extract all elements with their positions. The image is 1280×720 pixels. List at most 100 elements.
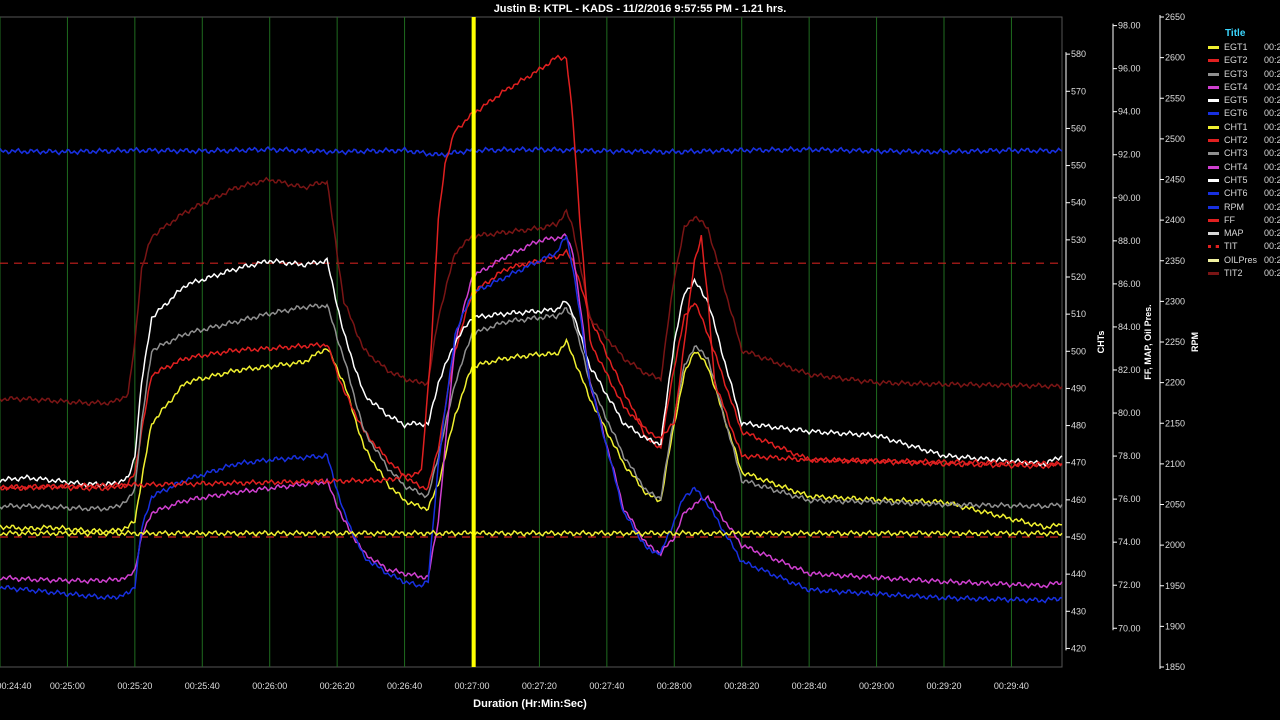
rpm-tick-label: 2500 <box>1165 134 1185 144</box>
legend-item-egt3[interactable]: EGT3 00:2 <box>1205 68 1280 81</box>
ff-tick-label: 96.00 <box>1118 64 1141 74</box>
x-tick-label: 00:27:40 <box>589 681 624 691</box>
legend-item-cht1[interactable]: CHT1 00:2 <box>1205 121 1280 134</box>
ff-tick-label: 92.00 <box>1118 150 1141 160</box>
ff-tick-label: 86.00 <box>1118 279 1141 289</box>
legend-item-cht5[interactable]: CHT5 00:2 <box>1205 174 1280 187</box>
rpm-tick-label: 2450 <box>1165 175 1185 185</box>
x-tick-label: 00:29:00 <box>859 681 894 691</box>
legend-item-cht3[interactable]: CHT3 00:2 <box>1205 147 1280 160</box>
legend-value: 00:2 <box>1264 254 1280 265</box>
legend-label: MAP <box>1224 228 1244 239</box>
rpm-tick-label: 2400 <box>1165 215 1185 225</box>
legend-value: 00:2 <box>1264 228 1280 239</box>
cht-tick-label: 580 <box>1071 49 1086 59</box>
x-tick-label: 00:28:00 <box>657 681 692 691</box>
rpm-tick-label: 2650 <box>1165 12 1185 22</box>
x-tick-label: 00:27:20 <box>522 681 557 691</box>
legend-label: CHT1 <box>1224 121 1248 132</box>
legend-title: Title <box>1225 28 1246 39</box>
legend-item-egt6[interactable]: EGT6 00:2 <box>1205 107 1280 120</box>
rpm-tick-label: 2150 <box>1165 418 1185 428</box>
legend-item-ff[interactable]: FF 00:2 <box>1205 214 1280 227</box>
legend-value: 00:2 <box>1264 55 1280 66</box>
rpm-tick-label: 2550 <box>1165 93 1185 103</box>
ff-tick-label: 88.00 <box>1118 236 1141 246</box>
cht-tick-label: 540 <box>1071 198 1086 208</box>
cht-tick-label: 490 <box>1071 383 1086 393</box>
rpm-tick-label: 2000 <box>1165 540 1185 550</box>
cht-tick-label: 460 <box>1071 495 1086 505</box>
rpm-tick-label: 1950 <box>1165 581 1185 591</box>
legend-label: TIT <box>1224 241 1238 252</box>
legend-value: 00:2 <box>1264 161 1280 172</box>
ff-tick-label: 72.00 <box>1118 580 1141 590</box>
legend-item-egt1[interactable]: EGT1 00:2 <box>1205 41 1280 54</box>
legend-swatch <box>1208 99 1219 103</box>
x-tick-label: 00:25:40 <box>185 681 220 691</box>
legend-label: TIT2 <box>1224 268 1243 279</box>
legend-swatch <box>1208 85 1219 89</box>
x-tick-label: 00:26:20 <box>320 681 355 691</box>
rpm-tick-label: 1900 <box>1165 621 1185 631</box>
cht-tick-label: 550 <box>1071 161 1086 171</box>
cht-tick-label: 500 <box>1071 346 1086 356</box>
legend-item-cht4[interactable]: CHT4 00:2 <box>1205 161 1280 174</box>
legend-item-tit2[interactable]: TIT2 00:2 <box>1205 267 1280 280</box>
ff-tick-label: 90.00 <box>1118 193 1141 203</box>
cht-axis-title: CHTs <box>1096 331 1106 354</box>
legend-item-map[interactable]: MAP 00:2 <box>1205 227 1280 240</box>
series-line-egt3 <box>0 303 1063 513</box>
x-tick-label: 00:25:00 <box>50 681 85 691</box>
legend-label: CHT6 <box>1224 188 1248 199</box>
rpm-tick-label: 2050 <box>1165 500 1185 510</box>
legend-swatch <box>1208 112 1219 116</box>
legend-swatch <box>1208 272 1219 276</box>
series-line-tit2 <box>0 176 1063 407</box>
x-tick-label: 00:24:40 <box>0 681 32 691</box>
series-line-rpm <box>0 145 1063 159</box>
legend-swatch <box>1208 205 1219 209</box>
legend-item-rpm[interactable]: RPM 00:2 <box>1205 201 1280 214</box>
legend-swatch <box>1208 152 1219 156</box>
legend-label: CHT4 <box>1224 161 1248 172</box>
legend-swatch <box>1208 72 1219 76</box>
legend-label: EGT2 <box>1224 55 1248 66</box>
legend-label: EGT3 <box>1224 68 1248 79</box>
legend-value: 00:2 <box>1264 201 1280 212</box>
cht-tick-label: 510 <box>1071 309 1086 319</box>
legend-item-cht6[interactable]: CHT6 00:2 <box>1205 187 1280 200</box>
cht-tick-label: 530 <box>1071 235 1086 245</box>
legend-item-egt5[interactable]: EGT5 00:2 <box>1205 94 1280 107</box>
legend-label: CHT3 <box>1224 148 1248 159</box>
legend-item-oilpres[interactable]: OILPres 00:2 <box>1205 254 1280 267</box>
legend-label: EGT1 <box>1224 42 1248 52</box>
legend: Title EGT1 00:2 EGT2 00:2 EGT3 00:2 EGT4 00:2 EG… <box>1205 28 1280 280</box>
series-line-egt1 <box>0 337 1063 535</box>
legend-swatch <box>1208 139 1219 143</box>
ff-tick-label: 84.00 <box>1118 322 1141 332</box>
legend-swatch <box>1208 232 1219 236</box>
legend-value: 00:2 <box>1264 108 1280 119</box>
legend-item-egt2[interactable]: EGT2 00:2 <box>1205 54 1280 67</box>
legend-swatch <box>1208 258 1219 262</box>
rpm-tick-label: 2600 <box>1165 53 1185 63</box>
rpm-axis-title: RPM <box>1190 332 1200 352</box>
series-line-egt4 <box>0 233 1063 589</box>
cht-tick-label: 480 <box>1071 421 1086 431</box>
ff-tick-label: 78.00 <box>1118 451 1141 461</box>
legend-label: OILPres <box>1224 254 1258 265</box>
legend-swatch <box>1208 245 1219 249</box>
x-tick-label: 00:26:00 <box>252 681 287 691</box>
legend-swatch <box>1208 165 1219 169</box>
rpm-tick-label: 2100 <box>1165 459 1185 469</box>
rpm-tick-label: 2200 <box>1165 378 1185 388</box>
legend-item-tit[interactable]: TIT 00:2 <box>1205 240 1280 253</box>
rpm-tick-label: 1850 <box>1165 662 1185 672</box>
legend-value: 00:2 <box>1264 121 1280 132</box>
legend-item-cht2[interactable]: CHT2 00:2 <box>1205 134 1280 147</box>
legend-value: 00:2 <box>1264 148 1280 159</box>
legend-label: FF <box>1224 214 1235 225</box>
legend-item-egt4[interactable]: EGT4 00:2 <box>1205 81 1280 94</box>
series-line-egt6 <box>0 234 1063 604</box>
